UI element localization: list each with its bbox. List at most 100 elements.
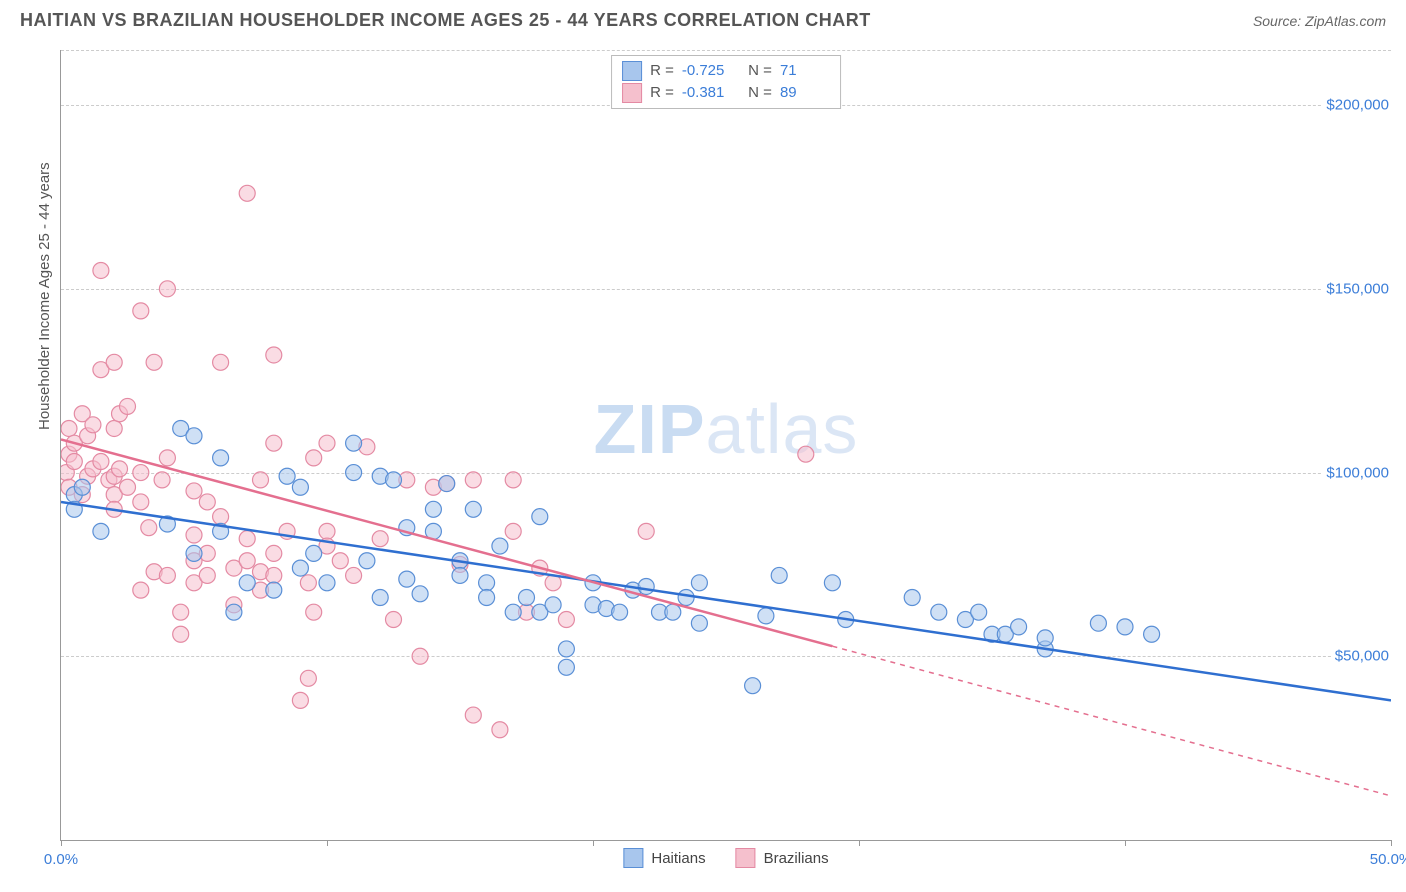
source-label: Source: ZipAtlas.com: [1253, 13, 1386, 29]
data-point: [1090, 615, 1106, 631]
chart-plot-area: ZIPatlas $50,000$100,000$150,000$200,000…: [60, 50, 1391, 841]
legend-label: Haitians: [651, 850, 705, 867]
data-point: [133, 465, 149, 481]
trend-line: [61, 502, 1391, 700]
data-point: [300, 575, 316, 591]
stat-r-value: -0.725: [682, 60, 732, 82]
data-point: [253, 472, 269, 488]
data-point: [1037, 630, 1053, 646]
data-point: [1117, 619, 1133, 635]
data-point: [306, 604, 322, 620]
x-tick: [1125, 840, 1126, 846]
data-point: [141, 520, 157, 536]
legend-item: Brazilians: [736, 848, 829, 868]
data-point: [505, 523, 521, 539]
data-point: [519, 589, 535, 605]
data-point: [186, 545, 202, 561]
stat-n-label: N =: [740, 82, 772, 104]
data-point: [931, 604, 947, 620]
legend-swatch: [736, 848, 756, 868]
data-point: [292, 479, 308, 495]
data-point: [745, 678, 761, 694]
data-point: [279, 468, 295, 484]
data-point: [558, 659, 574, 675]
data-point: [452, 567, 468, 583]
y-axis-label: Householder Income Ages 25 - 44 years: [36, 162, 53, 430]
x-tick: [593, 840, 594, 846]
data-point: [133, 494, 149, 510]
x-tick-label: 50.0%: [1370, 851, 1406, 868]
data-point: [159, 450, 175, 466]
data-point: [479, 575, 495, 591]
data-point: [213, 509, 229, 525]
legend-label: Brazilians: [764, 850, 829, 867]
data-point: [173, 626, 189, 642]
data-point: [154, 472, 170, 488]
data-point: [758, 608, 774, 624]
data-point: [159, 567, 175, 583]
data-point: [186, 483, 202, 499]
data-point: [771, 567, 787, 583]
data-point: [300, 670, 316, 686]
data-point: [479, 589, 495, 605]
data-point: [425, 501, 441, 517]
data-point: [505, 472, 521, 488]
data-point: [106, 420, 122, 436]
legend-item: Haitians: [623, 848, 705, 868]
data-point: [319, 435, 335, 451]
data-point: [239, 575, 255, 591]
data-point: [61, 420, 77, 436]
data-point: [691, 615, 707, 631]
data-point: [292, 560, 308, 576]
data-point: [359, 553, 375, 569]
data-point: [213, 450, 229, 466]
data-point: [545, 597, 561, 613]
data-point: [266, 582, 282, 598]
data-point: [439, 476, 455, 492]
data-point: [199, 567, 215, 583]
series-legend: Haitians Brazilians: [623, 848, 828, 868]
data-point: [93, 523, 109, 539]
data-point: [399, 571, 415, 587]
data-point: [213, 354, 229, 370]
legend-stat-row: R = -0.725 N = 71: [622, 60, 830, 82]
data-point: [558, 612, 574, 628]
data-point: [266, 567, 282, 583]
data-point: [186, 527, 202, 543]
data-point: [306, 450, 322, 466]
data-point: [346, 435, 362, 451]
x-tick: [327, 840, 328, 846]
data-point: [904, 589, 920, 605]
data-point: [971, 604, 987, 620]
stat-r-label: R =: [650, 60, 674, 82]
data-point: [146, 354, 162, 370]
data-point: [678, 589, 694, 605]
data-point: [319, 523, 335, 539]
stat-n-label: N =: [740, 60, 772, 82]
data-point: [112, 461, 128, 477]
scatter-svg: [61, 50, 1391, 840]
x-tick: [1391, 840, 1392, 846]
data-point: [159, 281, 175, 297]
data-point: [74, 479, 90, 495]
data-point: [199, 494, 215, 510]
data-point: [691, 575, 707, 591]
trend-line-extrapolated: [832, 646, 1391, 796]
data-point: [492, 538, 508, 554]
data-point: [319, 575, 335, 591]
data-point: [1144, 626, 1160, 642]
legend-swatch: [622, 83, 642, 103]
data-point: [226, 604, 242, 620]
data-point: [412, 586, 428, 602]
data-point: [386, 472, 402, 488]
data-point: [372, 589, 388, 605]
data-point: [239, 185, 255, 201]
data-point: [332, 553, 348, 569]
x-tick-label: 0.0%: [44, 851, 78, 868]
stat-n-value: 89: [780, 82, 830, 104]
data-point: [120, 479, 136, 495]
data-point: [665, 604, 681, 620]
data-point: [532, 509, 548, 525]
data-point: [412, 648, 428, 664]
data-point: [106, 354, 122, 370]
